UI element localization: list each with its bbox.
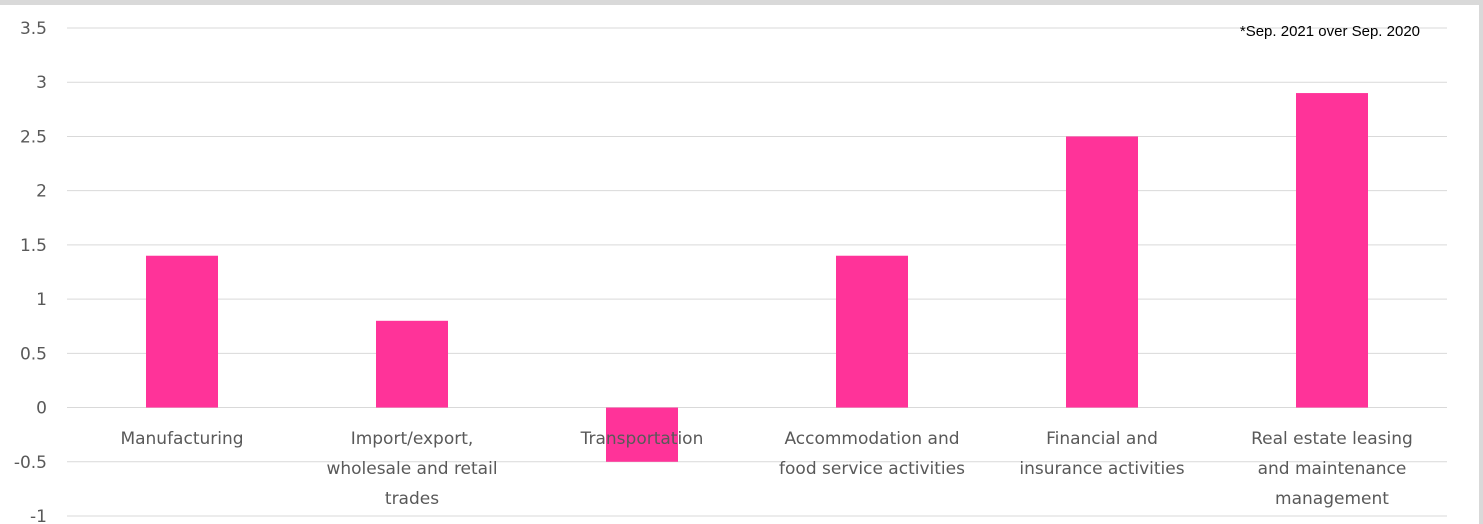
bar bbox=[606, 407, 678, 462]
y-axis: 3.5 3 2.5 2 1.5 1 0.5 0 -0.5 -1 bbox=[14, 19, 47, 524]
bar bbox=[1066, 136, 1138, 408]
x-category-label: Financial and bbox=[1046, 429, 1158, 449]
x-category-label: insurance activities bbox=[1019, 459, 1184, 479]
bar bbox=[1296, 93, 1368, 408]
y-tick-label: -1 bbox=[30, 507, 47, 524]
y-tick-label: 2 bbox=[36, 182, 47, 202]
y-tick-label: 3 bbox=[36, 73, 47, 93]
bar bbox=[146, 255, 218, 408]
x-category-label: food service activities bbox=[779, 459, 965, 479]
x-category-label: Manufacturing bbox=[120, 429, 243, 449]
x-category-label: wholesale and retail bbox=[326, 459, 497, 479]
x-category-label: trades bbox=[385, 489, 439, 509]
x-category-label: Accommodation and bbox=[784, 429, 959, 449]
x-category-label: management bbox=[1275, 489, 1389, 509]
x-category-label: Transportation bbox=[580, 429, 704, 449]
bar bbox=[376, 320, 448, 408]
bar-chart: 3.5 3 2.5 2 1.5 1 0.5 0 -0.5 -1 Manufacturing Impo… bbox=[14, 19, 1447, 524]
x-axis-labels: Manufacturing Import/export, wholesale and… bbox=[120, 429, 1412, 509]
y-tick-label: 1.5 bbox=[20, 236, 47, 256]
y-tick-label: 0 bbox=[36, 399, 47, 419]
y-tick-label: 1 bbox=[36, 290, 47, 310]
y-tick-label: 3.5 bbox=[20, 19, 47, 39]
gridlines bbox=[67, 27, 1447, 517]
bars bbox=[146, 93, 1368, 462]
x-category-label: Real estate leasing bbox=[1251, 429, 1413, 449]
y-tick-label: 0.5 bbox=[20, 344, 47, 364]
x-category-label: Import/export, bbox=[351, 429, 474, 449]
y-tick-label: -0.5 bbox=[14, 453, 47, 473]
x-category-label: and maintenance bbox=[1258, 459, 1407, 479]
bar bbox=[836, 255, 908, 408]
y-tick-label: 2.5 bbox=[20, 127, 47, 147]
chart-annotation: *Sep. 2021 over Sep. 2020 bbox=[1240, 23, 1420, 40]
